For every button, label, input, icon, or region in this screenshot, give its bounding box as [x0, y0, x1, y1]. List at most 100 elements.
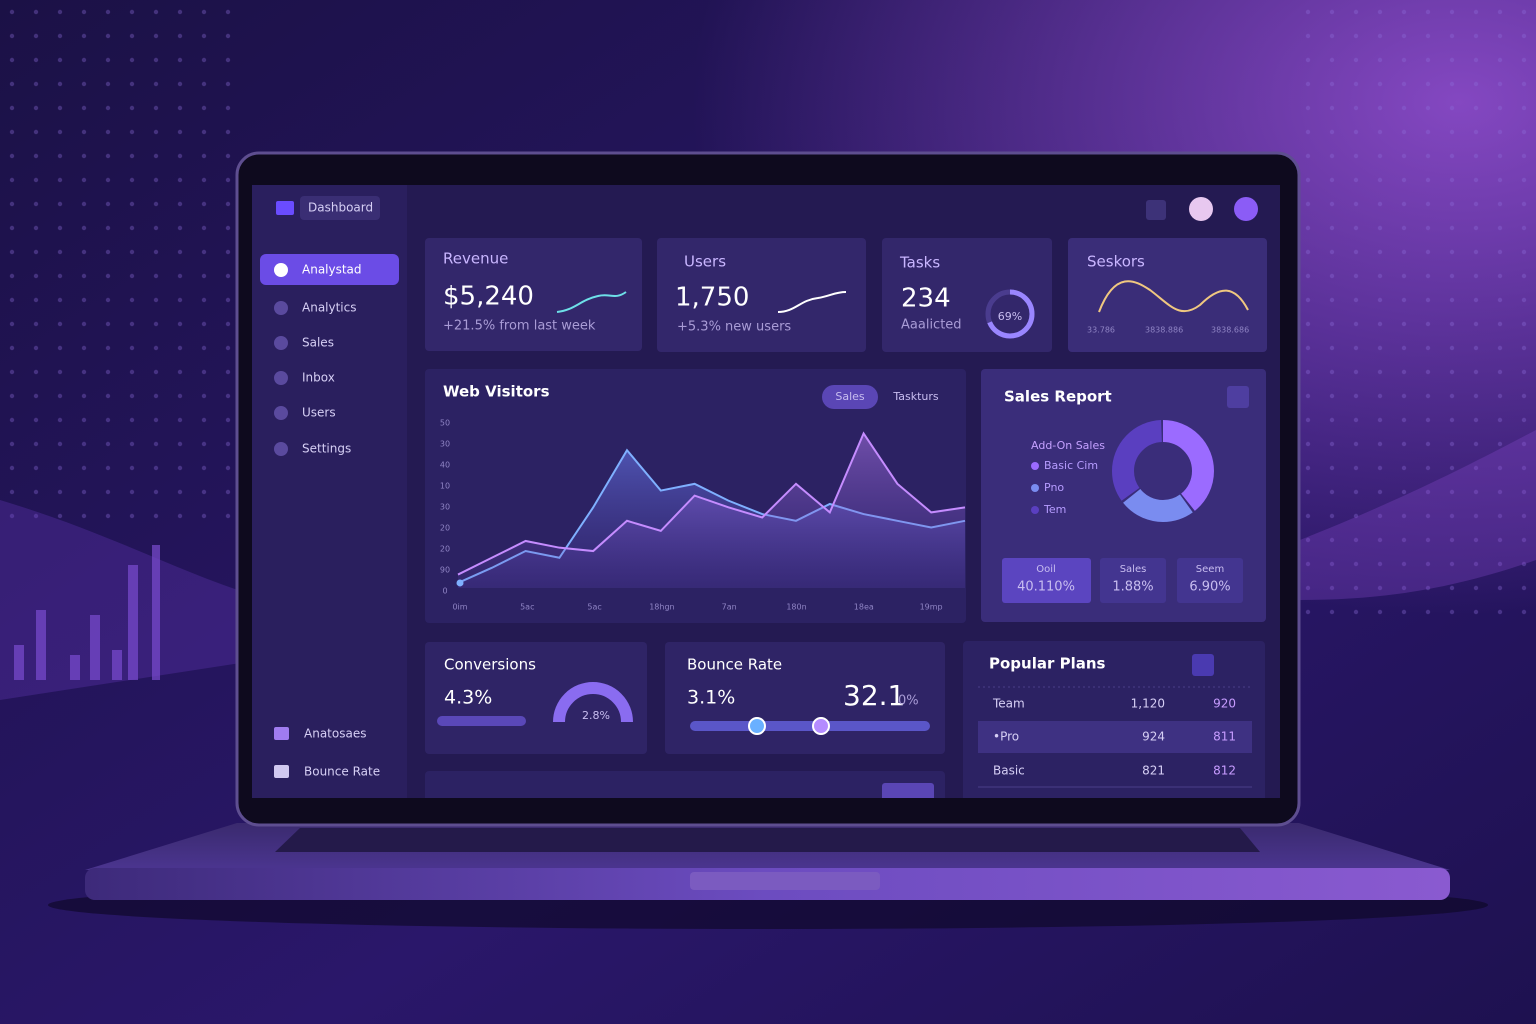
panel-title: Bounce Rate: [687, 656, 782, 674]
x-label: 7an: [722, 603, 737, 612]
wave: [1300, 430, 1536, 600]
x-label: 18ea: [854, 603, 874, 612]
table-cell: 920: [1213, 697, 1236, 711]
tab[interactable]: Taskturs: [892, 390, 939, 403]
card: [657, 238, 866, 352]
tab[interactable]: Sales: [835, 390, 865, 403]
card-value: 1,750: [675, 283, 749, 313]
y-label: 30: [440, 440, 450, 449]
y-label: 50: [440, 419, 450, 428]
y-label: 10: [440, 482, 450, 491]
card-value: $5,240: [443, 282, 534, 312]
donut-segment: [1112, 420, 1214, 522]
card-note: Aaalicted: [901, 318, 962, 333]
panel-title: Popular Plans: [989, 655, 1106, 673]
button[interactable]: [882, 783, 934, 803]
table-cell: 812: [1213, 764, 1236, 778]
dot-pattern: [0, 0, 240, 520]
panel: [963, 641, 1265, 798]
x-label: 180n: [786, 603, 806, 612]
stat-box: [1002, 558, 1091, 603]
nav-icon: [274, 406, 288, 420]
nav-icon: [274, 442, 288, 456]
sparkline-label: 3838.686: [1211, 326, 1249, 335]
nav-icon: [274, 301, 288, 315]
slider-knob[interactable]: [812, 717, 830, 735]
nav-item[interactable]: Anatosaes: [304, 727, 366, 741]
card: [425, 238, 642, 351]
nav-item[interactable]: Settings: [302, 442, 351, 456]
sparkline: [777, 291, 847, 313]
stat-value: 6.90%: [1189, 580, 1230, 595]
metric-value: 32.1: [843, 679, 905, 712]
tab-active[interactable]: [822, 385, 878, 409]
metric-value: 3.1%: [687, 687, 735, 709]
stat-box: [1100, 558, 1166, 603]
nav-item[interactable]: Sales: [302, 336, 334, 350]
slider-knob[interactable]: [748, 717, 766, 735]
panel-title: Conversions: [444, 656, 536, 674]
sparkline-label: 33.786: [1087, 326, 1115, 335]
laptop-notch: [690, 872, 880, 890]
panel: [425, 771, 945, 798]
stat-value: 1.88%: [1112, 580, 1153, 595]
y-label: 30: [440, 503, 450, 512]
table-cell: 821: [1142, 764, 1165, 778]
deco-bars: [14, 545, 160, 680]
slider-track: [690, 721, 930, 731]
donut-segment: [1112, 420, 1214, 522]
stat-label: Sales: [1120, 564, 1147, 575]
stat-label: Ooil: [1036, 564, 1056, 575]
icon-button[interactable]: [1146, 200, 1166, 220]
card-title: Seskors: [1087, 253, 1145, 271]
sparkline-label: 3838.886: [1145, 326, 1183, 335]
brand-icon: [276, 201, 294, 215]
nav-item[interactable]: Analystad: [302, 263, 362, 277]
panel-title: Sales Report: [1004, 388, 1112, 406]
brand-pill: [300, 196, 380, 220]
nav-icon: [274, 263, 288, 277]
x-label: 18hgn: [649, 603, 674, 612]
search-button[interactable]: [1189, 197, 1213, 221]
card-title: Tasks: [899, 254, 940, 272]
x-label: 5ac: [587, 603, 601, 612]
nav-item[interactable]: Inbox: [302, 371, 335, 385]
area: [458, 433, 965, 588]
legend-title: Add-On Sales: [1031, 439, 1105, 452]
legend-swatch: [1031, 506, 1039, 514]
row-highlight: [978, 721, 1252, 753]
panel-title: Web Visitors: [443, 383, 550, 401]
star-button[interactable]: [1192, 654, 1214, 676]
nav-item[interactable]: Analytics: [302, 301, 357, 315]
metric-unit: 0%: [898, 694, 919, 709]
legend-item: Basic Cim: [1044, 459, 1098, 472]
menu-button[interactable]: [1227, 386, 1249, 408]
card: [1068, 238, 1267, 352]
card-note: +5.3% new users: [677, 320, 791, 335]
table-cell: 924: [1142, 730, 1165, 744]
card-note: +21.5% from last week: [443, 319, 596, 334]
x-label: 19mp: [920, 603, 943, 612]
table-cell: Team: [992, 697, 1025, 711]
table-cell: 811: [1213, 730, 1236, 744]
stat-box: [1177, 558, 1243, 603]
x-label: 0im: [452, 603, 467, 612]
ring: [985, 289, 1035, 339]
sparkline: [556, 291, 627, 313]
ring-label: 69%: [998, 310, 1022, 323]
card-title: Revenue: [443, 250, 508, 268]
nav-item[interactable]: Bounce Rate: [304, 765, 380, 779]
keyboard: [275, 828, 1260, 852]
dot-pattern: [1300, 0, 1536, 620]
y-label: 20: [440, 545, 450, 554]
progress-bar: [437, 716, 526, 726]
stat-label: Seem: [1196, 564, 1224, 575]
card-title: Users: [684, 253, 726, 271]
card: [882, 238, 1052, 352]
metric-value: 4.3%: [444, 687, 492, 709]
sparkline: [1098, 280, 1249, 313]
play-button[interactable]: [1234, 197, 1258, 221]
nav-item[interactable]: Users: [302, 406, 336, 420]
stat-value: 40.110%: [1017, 580, 1075, 595]
nav-icon: [274, 336, 288, 350]
